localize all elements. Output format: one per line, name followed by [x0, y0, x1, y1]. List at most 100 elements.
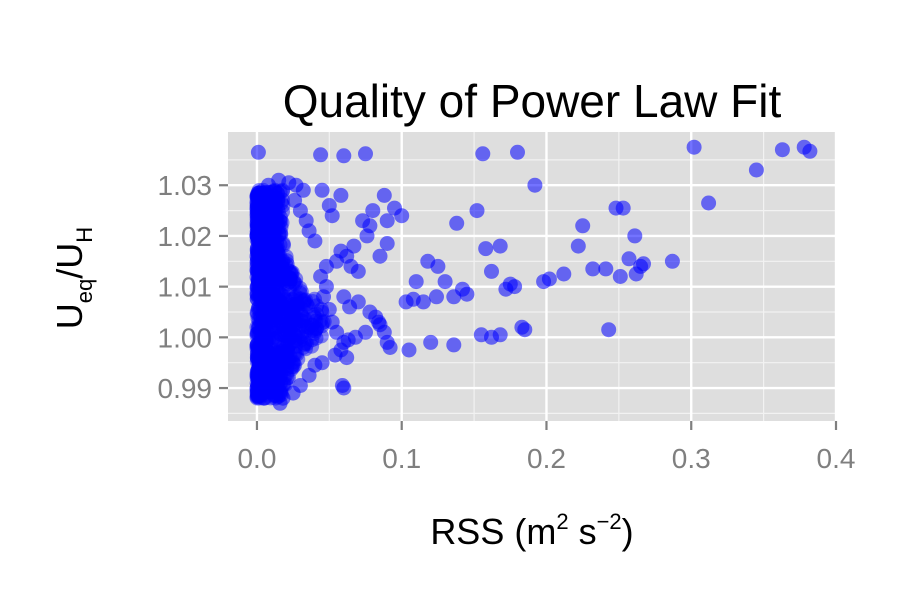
data-point: [253, 379, 269, 395]
data-point: [294, 326, 310, 342]
data-point: [267, 346, 283, 361]
data-point: [258, 376, 274, 392]
data-point: [287, 298, 303, 314]
data-point: [270, 255, 286, 270]
data-point: [251, 224, 266, 240]
data-point: [250, 209, 266, 224]
data-point: [256, 286, 272, 302]
data-point: [287, 296, 303, 312]
data-point: [257, 206, 273, 222]
data-point: [446, 289, 462, 305]
data-point: [254, 343, 270, 359]
data-point: [264, 211, 280, 227]
data-point: [263, 283, 279, 299]
data-point: [263, 222, 279, 238]
data-point: [300, 299, 316, 314]
data-point: [257, 221, 273, 236]
data-point: [271, 264, 287, 280]
data-point: [269, 237, 285, 253]
data-point: [275, 354, 291, 370]
data-point: [401, 342, 417, 358]
data-point: [612, 269, 628, 284]
data-point: [251, 230, 267, 246]
data-point: [249, 188, 265, 204]
data-point: [256, 260, 272, 276]
data-point: [269, 345, 285, 361]
data-point: [259, 205, 274, 220]
data-point: [273, 210, 288, 226]
data-point: [268, 254, 283, 270]
data-point: [249, 328, 265, 344]
data-point: [285, 359, 301, 375]
data-point: [327, 347, 343, 363]
data-point: [254, 196, 269, 212]
data-point: [276, 356, 292, 372]
data-point: [255, 320, 270, 336]
data-point: [252, 220, 267, 236]
data-point: [293, 307, 309, 323]
data-point: [278, 340, 294, 356]
data-point: [257, 358, 273, 374]
data-point: [274, 348, 290, 364]
data-point: [258, 371, 274, 387]
data-point: [275, 236, 291, 252]
data-point: [270, 204, 286, 220]
data-point: [265, 275, 281, 291]
data-point: [748, 162, 764, 178]
data-point: [259, 238, 275, 254]
data-point: [250, 263, 266, 279]
data-point: [266, 368, 282, 384]
data-point: [273, 219, 289, 235]
data-point: [288, 338, 304, 354]
data-point: [286, 333, 302, 349]
data-point: [252, 191, 268, 207]
data-point: [255, 368, 271, 384]
data-point: [263, 369, 279, 385]
data-point: [262, 379, 278, 395]
data-point: [252, 289, 268, 305]
data-point: [297, 319, 313, 335]
data-point: [266, 342, 282, 358]
data-point: [276, 308, 292, 323]
data-point: [270, 191, 286, 207]
data-point: [260, 383, 275, 399]
data-point: [297, 335, 313, 351]
data-point: [258, 342, 274, 358]
data-point: [362, 218, 378, 234]
data-point: [286, 312, 302, 328]
data-point: [252, 216, 268, 231]
data-point: [272, 213, 288, 229]
data-point: [437, 274, 453, 290]
data-point: [270, 389, 286, 405]
y-tick-label: 1.03: [158, 170, 213, 201]
data-point: [256, 237, 272, 253]
data-point: [267, 210, 283, 226]
data-point: [251, 320, 267, 336]
data-point: [250, 363, 266, 378]
data-point: [254, 218, 270, 234]
data-point: [296, 336, 312, 352]
data-point: [308, 321, 324, 337]
data-point: [257, 329, 273, 345]
data-point: [294, 306, 310, 322]
data-point: [250, 320, 266, 336]
data-point: [282, 321, 298, 337]
data-point: [259, 361, 275, 377]
data-point: [255, 201, 271, 217]
data-point: [266, 235, 281, 251]
data-point: [250, 252, 266, 268]
data-point: [253, 237, 269, 253]
data-point: [255, 237, 270, 253]
data-point: [350, 263, 366, 279]
data-point: [276, 344, 292, 359]
data-point: [314, 182, 330, 198]
data-point: [268, 241, 284, 257]
data-point: [285, 300, 300, 316]
data-point: [252, 308, 268, 324]
data-point: [271, 364, 287, 380]
data-point: [339, 350, 355, 366]
data-point: [270, 302, 286, 318]
data-point: [252, 216, 268, 231]
y-tick-label: 1.01: [158, 272, 213, 303]
data-point: [294, 318, 310, 334]
